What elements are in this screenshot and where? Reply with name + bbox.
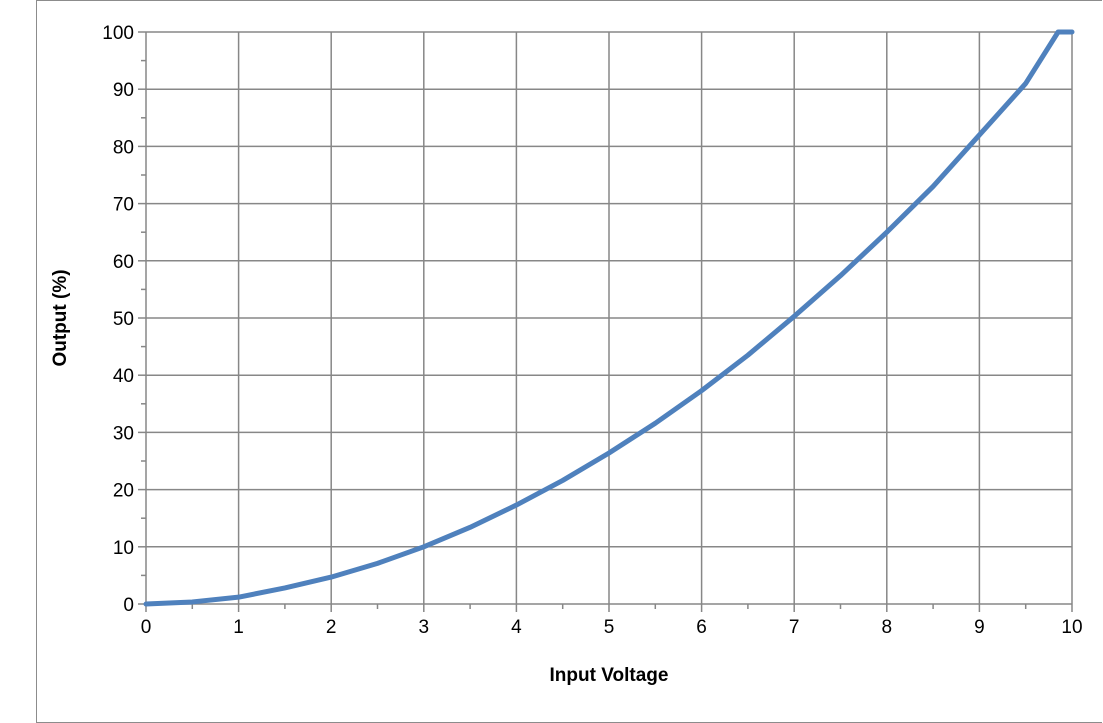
x-tick-label: 8 — [882, 617, 893, 638]
x-axis-title: Input Voltage — [550, 665, 669, 686]
y-tick-label: 80 — [113, 137, 134, 158]
y-tick-label: 0 — [123, 595, 134, 616]
x-tick-label: 4 — [511, 617, 522, 638]
y-tick-label: 100 — [102, 23, 134, 44]
y-tick-label: 40 — [113, 366, 134, 387]
series-line — [143, 29, 1075, 607]
x-tick-label: 10 — [1061, 617, 1082, 638]
x-tick-label: 3 — [419, 617, 430, 638]
x-tick-label: 5 — [604, 617, 615, 638]
x-tick-label: 9 — [974, 617, 985, 638]
x-tick-label: 2 — [326, 617, 337, 638]
x-tick-label: 7 — [789, 617, 800, 638]
y-tick-label: 70 — [113, 195, 134, 216]
x-tick-label: 1 — [233, 617, 244, 638]
y-tick-label: 20 — [113, 481, 134, 502]
x-tick-label: 6 — [696, 617, 707, 638]
y-tick-label: 90 — [113, 80, 134, 101]
y-tick-label: 30 — [113, 423, 134, 444]
y-tick-label: 60 — [113, 252, 134, 273]
y-tick-label: 10 — [113, 538, 134, 559]
y-tick-label: 50 — [113, 309, 134, 330]
y-axis-title: Output (%) — [50, 269, 71, 366]
x-tick-label: 0 — [141, 617, 152, 638]
